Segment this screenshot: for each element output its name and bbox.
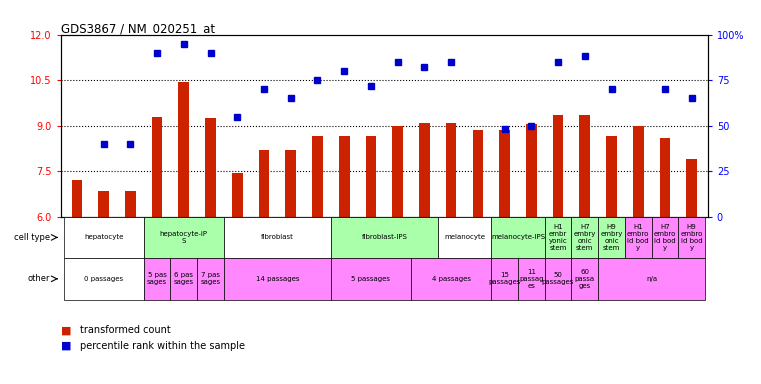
Text: cell type: cell type [14,233,50,242]
Bar [446,122,457,217]
Text: 4 passages: 4 passages [431,276,470,282]
Text: H1
embro
id bod
y: H1 embro id bod y [627,224,649,251]
Bar [518,258,545,300]
Text: H1
embr
yonic
stem: H1 embr yonic stem [549,224,568,251]
Text: ■: ■ [61,325,72,335]
Text: 5 pas
sages: 5 pas sages [147,272,167,285]
Bar [491,258,518,300]
Bar [393,126,403,217]
Text: H9
embro
id bod
y: H9 embro id bod y [680,224,703,251]
Bar [64,258,144,300]
Bar [499,130,510,217]
Bar [678,217,705,258]
Bar [144,258,170,300]
Bar [633,126,644,217]
Bar [64,217,144,258]
Bar [232,173,243,217]
Bar [552,115,563,217]
Bar [473,130,483,217]
Bar [411,258,491,300]
Text: 14 passages: 14 passages [256,276,299,282]
Bar [205,118,216,217]
Text: H9
embry
onic
stem: H9 embry onic stem [600,224,622,251]
Text: 15
passages: 15 passages [489,272,521,285]
Text: hepatocyte: hepatocyte [84,234,123,240]
Bar [72,180,82,217]
Text: fibroblast-IPS: fibroblast-IPS [361,234,407,240]
Bar [224,258,331,300]
Bar [491,217,545,258]
Bar [197,258,224,300]
Text: 11
passag
es: 11 passag es [519,269,543,289]
Bar [686,159,697,217]
Text: fibroblast: fibroblast [261,234,294,240]
Bar [224,217,331,258]
Bar [526,124,537,217]
Bar [545,217,572,258]
Text: melanocyte: melanocyte [444,234,485,240]
Text: hepatocyte-iP
S: hepatocyte-iP S [160,231,208,244]
Text: transformed count: transformed count [80,325,170,335]
Text: 60
passa
ges: 60 passa ges [575,269,595,289]
Text: 50
passages: 50 passages [542,272,575,285]
Bar [331,217,438,258]
Text: H7
embry
onic
stem: H7 embry onic stem [574,224,596,251]
Text: percentile rank within the sample: percentile rank within the sample [80,341,245,351]
Bar [607,136,617,217]
Bar [259,150,269,217]
Bar [419,122,430,217]
Text: 6 pas
sages: 6 pas sages [174,272,194,285]
Text: 5 passages: 5 passages [352,276,390,282]
Text: ■: ■ [61,341,72,351]
Bar [179,82,189,217]
Bar [572,258,598,300]
Bar [579,115,590,217]
Text: n/a: n/a [646,276,658,282]
Text: GDS3867 / NM_020251_at: GDS3867 / NM_020251_at [61,22,215,35]
Bar [651,217,678,258]
Bar [339,136,349,217]
Bar [285,150,296,217]
Bar [572,217,598,258]
Bar [312,136,323,217]
Text: melanocyte-IPS: melanocyte-IPS [491,234,545,240]
Bar [625,217,651,258]
Text: other: other [27,274,50,283]
Text: 0 passages: 0 passages [84,276,123,282]
Bar [660,138,670,217]
Bar [144,217,224,258]
Text: H7
embro
id bod
y: H7 embro id bod y [654,224,677,251]
Bar [331,258,411,300]
Bar [598,217,625,258]
Bar [151,116,162,217]
Bar [98,191,109,217]
Bar [170,258,197,300]
Bar [438,217,491,258]
Bar [365,136,376,217]
Bar [125,191,135,217]
Bar [598,258,705,300]
Text: 7 pas
sages: 7 pas sages [200,272,221,285]
Bar [545,258,572,300]
